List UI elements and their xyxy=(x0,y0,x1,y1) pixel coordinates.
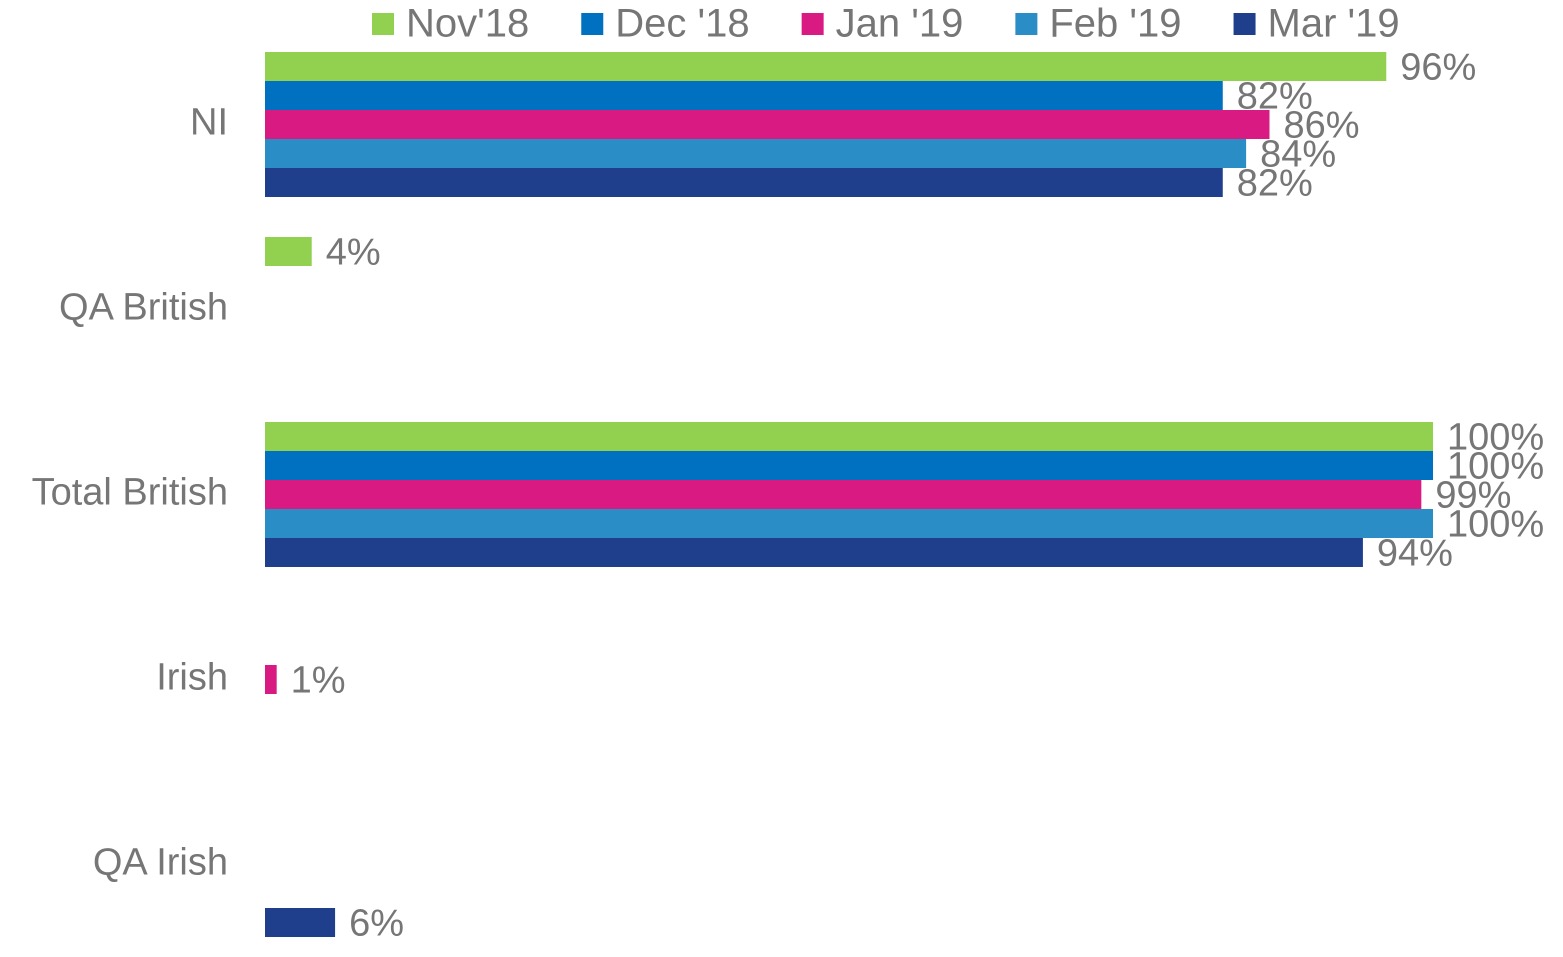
legend-label: Nov'18 xyxy=(406,2,529,46)
bar xyxy=(265,110,1270,139)
bar xyxy=(265,451,1433,480)
value-label: 100% xyxy=(1447,504,1544,546)
legend-swatch xyxy=(372,13,394,35)
value-label: 6% xyxy=(349,903,404,945)
category-label: NI xyxy=(190,102,228,144)
bar xyxy=(265,908,336,937)
category-label: QA British xyxy=(59,287,228,329)
value-label: 94% xyxy=(1377,533,1453,575)
legend-swatch xyxy=(1015,13,1038,35)
bar xyxy=(265,237,312,266)
bar xyxy=(265,509,1433,538)
bar xyxy=(265,422,1433,451)
legend-swatch xyxy=(801,13,824,35)
category-label: Total British xyxy=(32,472,228,514)
value-label: 86% xyxy=(1283,105,1359,147)
bar xyxy=(265,52,1387,81)
value-label: 82% xyxy=(1237,163,1313,205)
bar xyxy=(265,168,1223,197)
bar xyxy=(265,480,1422,509)
value-label: 84% xyxy=(1260,134,1336,176)
value-label: 96% xyxy=(1400,47,1476,89)
legend-label: Feb '19 xyxy=(1049,2,1181,46)
bar xyxy=(265,139,1247,168)
category-label: QA Irish xyxy=(93,842,228,884)
legend-label: Jan '19 xyxy=(836,2,964,46)
value-label: 99% xyxy=(1435,475,1511,517)
category-label: Irish xyxy=(156,657,228,699)
legend-swatch xyxy=(1233,13,1256,35)
value-label: 1% xyxy=(291,660,346,702)
legend-label: Mar '19 xyxy=(1268,2,1400,46)
bar xyxy=(265,665,277,694)
legend-swatch xyxy=(581,13,604,35)
value-label: 100% xyxy=(1447,417,1544,459)
bar xyxy=(265,538,1363,567)
value-label: 100% xyxy=(1447,446,1544,488)
value-label: 4% xyxy=(326,232,381,274)
bar xyxy=(265,81,1223,110)
legend-label: Dec '18 xyxy=(615,2,749,46)
